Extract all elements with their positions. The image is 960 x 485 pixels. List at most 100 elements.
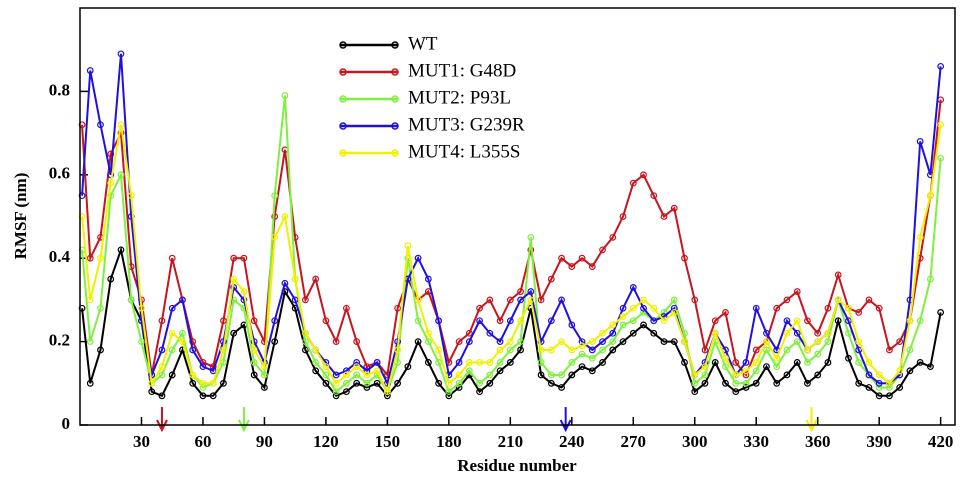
data-point [783, 317, 791, 325]
data-point [455, 359, 463, 366]
data-point [240, 288, 248, 295]
data-point [445, 379, 453, 387]
series [78, 96, 945, 379]
data-point [230, 275, 238, 283]
data-point [916, 233, 924, 241]
y-tick-label: 0 [62, 414, 71, 433]
data-point [189, 379, 197, 387]
data-point [353, 363, 361, 371]
data-point [937, 121, 945, 129]
data-point [465, 329, 473, 337]
data-point [558, 254, 565, 262]
data-point [414, 317, 422, 325]
data-point [752, 379, 760, 387]
data-point [722, 354, 729, 362]
x-tick-label: 60 [194, 432, 211, 451]
data-point [179, 329, 186, 337]
data-point [465, 367, 473, 375]
data-point [722, 363, 729, 371]
data-point [793, 359, 801, 366]
data-point [629, 179, 637, 187]
data-point [97, 304, 104, 312]
data-point [619, 213, 627, 220]
data-point [670, 309, 678, 316]
data-point [568, 321, 576, 329]
data-point [783, 346, 791, 354]
data-point [927, 275, 934, 283]
data-point [424, 329, 432, 337]
data-point [537, 359, 545, 366]
data-point [619, 321, 627, 329]
series [78, 121, 945, 396]
data-point [640, 304, 647, 312]
data-point [906, 367, 914, 375]
data-point [783, 329, 791, 337]
y-tick-label: 0.8 [49, 80, 70, 99]
data-point [404, 242, 412, 250]
data-point [414, 338, 422, 346]
data-point [97, 346, 104, 354]
data-point [834, 271, 842, 279]
data-point [496, 367, 504, 375]
data-point [732, 388, 740, 396]
y-tick-label: 0.2 [49, 331, 70, 350]
data-point [886, 379, 893, 387]
data-point [670, 204, 678, 212]
data-point [506, 338, 514, 346]
data-point [691, 371, 699, 379]
data-point [793, 288, 801, 295]
data-point [906, 317, 914, 325]
data-point [588, 367, 596, 375]
data-point [230, 254, 238, 262]
data-point [845, 354, 852, 362]
data-point [670, 338, 678, 346]
data-point [117, 50, 125, 58]
data-point [629, 304, 637, 312]
data-point [465, 359, 473, 366]
data-point [937, 62, 945, 70]
data-point [588, 354, 596, 362]
data-point [107, 150, 115, 158]
data-point [670, 296, 678, 304]
data-point [650, 317, 658, 325]
data-point [209, 392, 217, 400]
data-point [486, 359, 494, 366]
x-tick-label: 180 [436, 432, 462, 451]
data-point [650, 192, 658, 200]
data-point [588, 346, 596, 354]
data-point [875, 384, 883, 391]
data-point [496, 317, 504, 325]
data-point [138, 338, 145, 346]
data-point [558, 296, 565, 304]
data-point [363, 367, 371, 375]
data-point [660, 213, 668, 220]
data-point [855, 379, 863, 387]
data-point [250, 346, 258, 354]
data-point [558, 338, 565, 346]
data-point [927, 192, 934, 200]
data-point [117, 246, 125, 254]
data-point [486, 296, 494, 304]
data-point [435, 317, 443, 325]
data-point [814, 371, 822, 379]
data-point [342, 379, 350, 387]
data-point [220, 379, 227, 387]
data-point [845, 304, 852, 312]
data-point [886, 384, 893, 391]
data-point [599, 346, 606, 354]
x-tick-label: 390 [866, 432, 892, 451]
data-point [78, 304, 86, 312]
data-point [465, 338, 473, 346]
legend-marker [339, 149, 347, 157]
legend-label: MUT3: G239R [408, 114, 525, 135]
data-point [742, 384, 750, 391]
data-point [650, 304, 658, 312]
data-point [506, 346, 514, 354]
data-point [732, 359, 740, 366]
data-point [517, 346, 524, 354]
data-point [78, 192, 86, 200]
data-point [261, 384, 268, 391]
data-point [609, 346, 617, 354]
data-point [547, 379, 555, 387]
data-point [629, 329, 637, 337]
